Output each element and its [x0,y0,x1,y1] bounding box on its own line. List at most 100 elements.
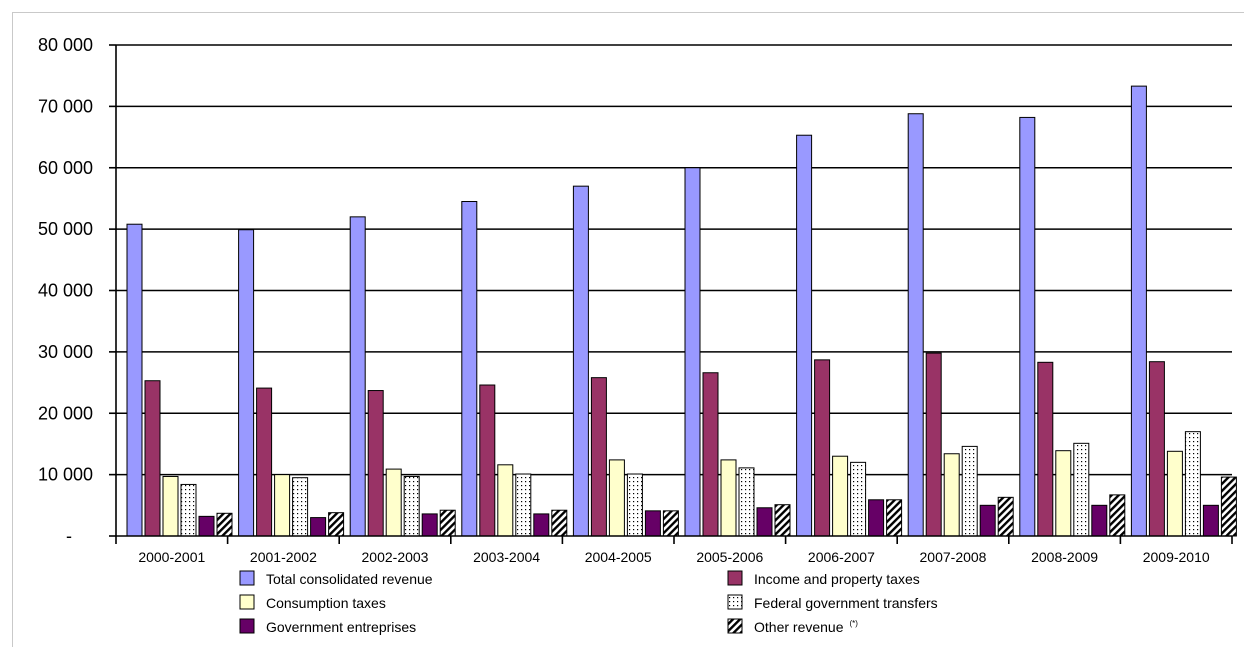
y-tick-label: - [66,526,72,546]
bar-5-2002-2003 [421,513,438,537]
chart-frame [12,12,1244,647]
y-tick-label: 50 000 [38,219,93,239]
legend-label: Income and property taxes [754,571,920,587]
bar-2-2004-2005 [590,377,607,537]
x-tick-label: 2005-2006 [696,549,763,565]
bar-5-2000-2001 [198,515,215,537]
y-tick-label: 40 000 [38,281,93,301]
bar-1-2007-2008 [907,113,924,537]
x-tick-label: 2006-2007 [808,549,875,565]
bar-3-2002-2003 [385,468,402,537]
bar-1-2000-2001 [126,223,143,537]
legend-item: Total consolidated revenue [239,570,433,587]
legend-item: Other revenue (*) [727,618,858,635]
x-tick-label: 2004-2005 [585,549,652,565]
bar-4-2006-2007 [850,461,867,537]
bar-6-2000-2001 [216,512,233,537]
bar-5-2003-2004 [533,513,550,537]
bar-3-2000-2001 [162,475,179,537]
legend-label: Other revenue (*) [754,619,858,635]
bar-1-2003-2004 [461,201,478,537]
bar-1-2002-2003 [349,216,366,537]
bar-3-2005-2006 [720,459,737,537]
bar-5-2008-2009 [1091,504,1108,537]
bar-5-2007-2008 [979,504,996,537]
x-tick-labels: 2000-2001 2001-2002 2002-2003 2003-2004 2004… [115,536,1233,565]
bar-6-2002-2003 [439,509,456,537]
bar-4-2008-2009 [1073,442,1090,537]
bar-3-2003-2004 [497,464,514,537]
bar-2-2007-2008 [925,352,942,537]
bar-3-2001-2002 [274,474,291,537]
bars [126,85,1237,537]
x-tick-label: 2008-2009 [1031,549,1098,565]
legend-label: Government entreprises [266,619,416,635]
bar-2-2002-2003 [367,390,384,537]
legend-swatch [727,594,743,610]
legend-label: Total consolidated revenue [266,571,433,587]
y-tick-label: 80 000 [38,35,93,55]
bar-3-2006-2007 [832,455,849,537]
y-tick-label: 70 000 [38,96,93,116]
legend-item: Government entreprises [239,618,416,635]
legend-swatch [727,618,743,634]
grid-lines [116,44,1232,476]
y-tick-label: 60 000 [38,158,93,178]
bar-5-2001-2002 [310,517,327,537]
y-tick-labels: - 10 000 20 000 30 000 40 000 50 000 60 000 70 … [38,35,93,546]
x-tick-label: 2001-2002 [250,549,317,565]
bar-5-2005-2006 [756,507,773,537]
bar-1-2005-2006 [684,167,701,537]
bar-2-2006-2007 [814,359,831,537]
bar-2-2008-2009 [1037,361,1054,537]
bar-6-2008-2009 [1109,494,1126,537]
legend-label: Federal government transfers [754,595,938,611]
bar-5-2004-2005 [644,510,661,537]
legend-item: Federal government transfers [727,594,938,611]
x-tick-label: 2000-2001 [138,549,205,565]
legend-swatch [239,594,255,610]
bar-6-2003-2004 [551,509,568,537]
y-tick-label: 10 000 [38,465,93,485]
bar-1-2008-2009 [1019,116,1036,537]
x-tick-label: 2009-2010 [1143,549,1210,565]
bar-1-2001-2002 [238,229,255,537]
legend-swatch [239,618,255,634]
legend-swatch [727,570,743,586]
bar-4-2001-2002 [292,477,309,537]
bar-4-2002-2003 [403,475,420,537]
y-tick-label: 20 000 [38,403,93,423]
bar-2-2001-2002 [256,387,273,537]
bar-6-2006-2007 [886,499,903,537]
bar-2-2000-2001 [144,380,161,537]
legend-label: Consumption taxes [266,595,386,611]
legend-swatch [239,570,255,586]
bar-6-2007-2008 [997,496,1014,537]
bar-4-2004-2005 [626,473,643,537]
bar-6-2004-2005 [662,510,679,537]
legend-item: Consumption taxes [239,594,386,611]
bar-1-2006-2007 [796,134,813,537]
bar-2-2005-2006 [702,372,719,537]
bar-2-2003-2004 [479,384,496,537]
bar-4-2003-2004 [515,473,532,537]
x-tick-label: 2002-2003 [362,549,429,565]
bar-5-2006-2007 [868,499,885,537]
bar-4-2009-2010 [1184,431,1201,537]
bar-6-2005-2006 [774,504,791,537]
bar-5-2009-2010 [1202,504,1219,537]
bar-2-2009-2010 [1148,361,1165,537]
bar-3-2009-2010 [1166,450,1183,537]
bar-3-2008-2009 [1055,450,1072,537]
bar-4-2000-2001 [180,483,197,537]
bar-1-2004-2005 [572,185,589,537]
y-tick-label: 30 000 [38,342,93,362]
bar-4-2007-2008 [961,445,978,537]
legend: Total consolidated revenue Income and pro… [239,570,938,635]
x-tick-label: 2003-2004 [473,549,540,565]
bar-6-2001-2002 [328,512,345,537]
bar-6-2009-2010 [1220,476,1237,537]
x-tick-label: 2007-2008 [920,549,987,565]
legend-item: Income and property taxes [727,570,920,587]
